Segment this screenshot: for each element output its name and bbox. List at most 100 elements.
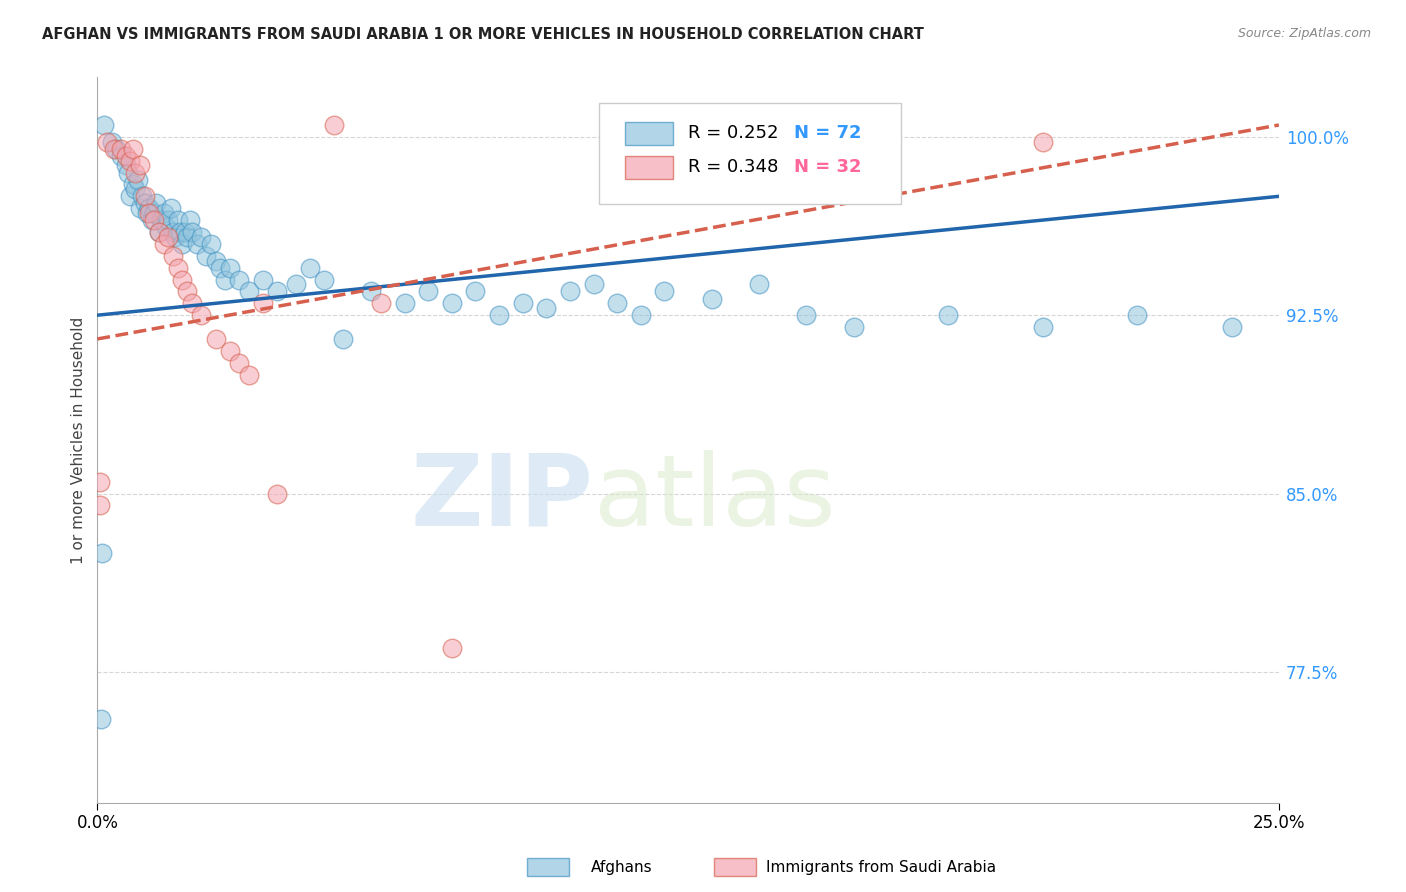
Point bbox=[394, 296, 416, 310]
Point bbox=[120, 153, 142, 168]
Point bbox=[157, 229, 180, 244]
Point bbox=[794, 308, 817, 322]
Point bbox=[172, 272, 194, 286]
Point bbox=[252, 296, 274, 310]
Point bbox=[322, 118, 344, 132]
Text: Immigrants from Saudi Arabia: Immigrants from Saudi Arabia bbox=[766, 860, 997, 874]
Point bbox=[284, 277, 307, 292]
Point bbox=[332, 332, 354, 346]
Point bbox=[89, 475, 111, 489]
Point bbox=[91, 546, 114, 560]
Point bbox=[110, 142, 132, 156]
Point bbox=[172, 236, 194, 251]
Point bbox=[314, 272, 336, 286]
Point bbox=[121, 178, 143, 192]
Point bbox=[157, 213, 180, 227]
Point bbox=[152, 236, 174, 251]
Text: Source: ZipAtlas.com: Source: ZipAtlas.com bbox=[1237, 27, 1371, 40]
Text: N = 32: N = 32 bbox=[794, 159, 862, 177]
Text: R = 0.348: R = 0.348 bbox=[688, 159, 779, 177]
FancyBboxPatch shape bbox=[626, 121, 672, 145]
Text: Afghans: Afghans bbox=[591, 860, 652, 874]
Point bbox=[252, 272, 274, 286]
Point bbox=[195, 249, 218, 263]
Point bbox=[169, 225, 191, 239]
Point bbox=[1126, 308, 1149, 322]
Point bbox=[128, 201, 150, 215]
FancyBboxPatch shape bbox=[599, 103, 901, 204]
Point bbox=[96, 135, 118, 149]
Point bbox=[200, 236, 222, 251]
Point bbox=[218, 343, 240, 358]
Point bbox=[93, 118, 115, 132]
Point bbox=[134, 189, 156, 203]
Point bbox=[266, 486, 288, 500]
Point bbox=[155, 220, 177, 235]
Point bbox=[488, 308, 510, 322]
Point bbox=[536, 301, 558, 315]
Point bbox=[238, 285, 260, 299]
Point bbox=[464, 285, 486, 299]
Point bbox=[138, 206, 160, 220]
Point bbox=[228, 356, 250, 370]
Point bbox=[89, 499, 111, 513]
Point bbox=[143, 206, 166, 220]
Point bbox=[180, 296, 202, 310]
Point bbox=[218, 260, 240, 275]
Point bbox=[418, 285, 440, 299]
Point bbox=[238, 368, 260, 382]
Y-axis label: 1 or more Vehicles in Household: 1 or more Vehicles in Household bbox=[72, 317, 86, 564]
Point bbox=[166, 213, 188, 227]
Text: N = 72: N = 72 bbox=[794, 124, 862, 143]
Point bbox=[440, 641, 463, 656]
Point bbox=[100, 135, 122, 149]
Point bbox=[114, 149, 136, 163]
Point bbox=[134, 196, 156, 211]
Point bbox=[131, 189, 153, 203]
Point bbox=[700, 292, 723, 306]
Point bbox=[654, 285, 676, 299]
Point bbox=[630, 308, 652, 322]
Point bbox=[204, 253, 226, 268]
Point bbox=[127, 172, 149, 186]
Point bbox=[145, 196, 167, 211]
Point bbox=[176, 285, 198, 299]
Point bbox=[1032, 320, 1054, 334]
Point bbox=[186, 236, 208, 251]
Point bbox=[190, 308, 212, 322]
Point bbox=[121, 142, 143, 156]
Point bbox=[159, 201, 181, 215]
Point bbox=[124, 165, 146, 179]
Point bbox=[209, 260, 232, 275]
Point bbox=[179, 213, 201, 227]
Point bbox=[842, 320, 865, 334]
Point bbox=[440, 296, 463, 310]
Point bbox=[150, 213, 173, 227]
Point bbox=[148, 225, 170, 239]
Point bbox=[165, 229, 187, 244]
Point bbox=[124, 182, 146, 196]
Point bbox=[143, 213, 166, 227]
Point bbox=[370, 296, 392, 310]
Point bbox=[190, 229, 212, 244]
Point bbox=[512, 296, 534, 310]
Point bbox=[138, 201, 160, 215]
Point bbox=[90, 712, 112, 726]
Point bbox=[105, 142, 128, 156]
Point bbox=[748, 277, 770, 292]
Point bbox=[176, 229, 198, 244]
Point bbox=[214, 272, 236, 286]
Point bbox=[582, 277, 605, 292]
Point bbox=[141, 213, 163, 227]
Point bbox=[1220, 320, 1243, 334]
Point bbox=[162, 225, 184, 239]
Text: atlas: atlas bbox=[593, 450, 835, 547]
Point bbox=[128, 158, 150, 172]
Point bbox=[180, 225, 202, 239]
Point bbox=[606, 296, 628, 310]
FancyBboxPatch shape bbox=[626, 156, 672, 179]
Point bbox=[120, 189, 142, 203]
Point bbox=[114, 158, 136, 172]
Point bbox=[228, 272, 250, 286]
Point bbox=[360, 285, 382, 299]
